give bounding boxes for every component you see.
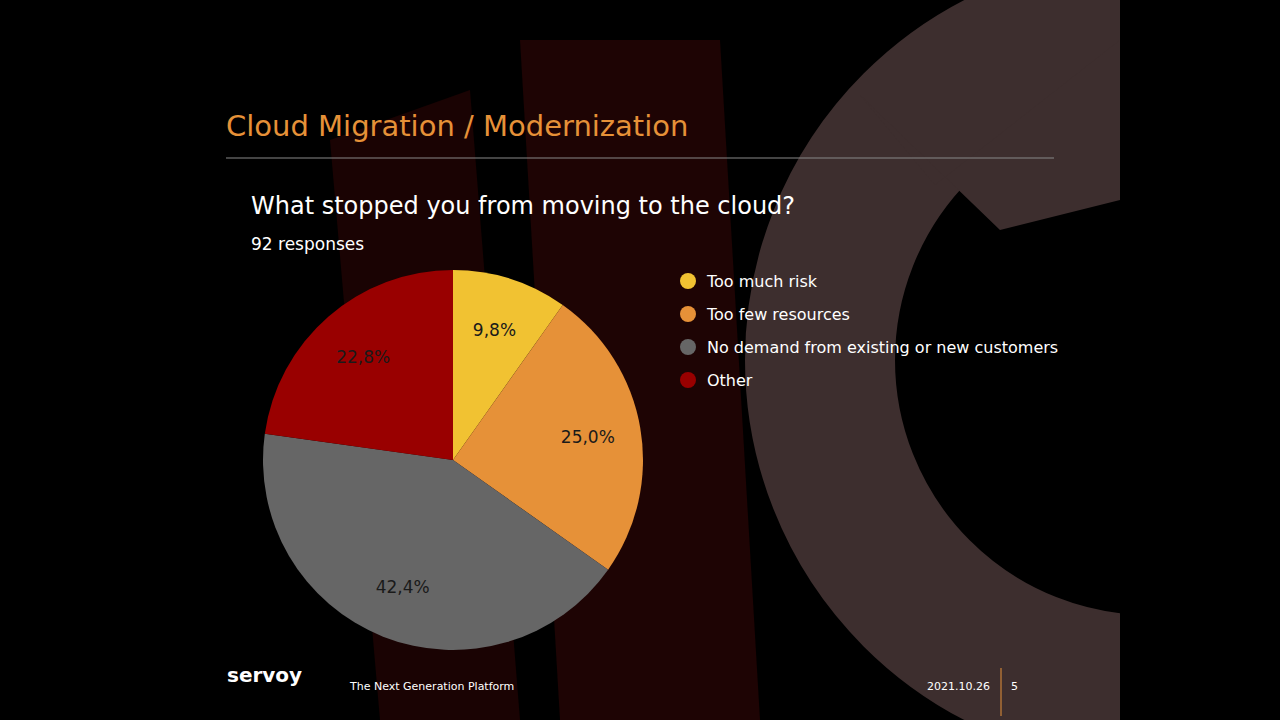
legend-item: No demand from existing or new customers — [680, 338, 1058, 357]
legend-item: Too few resources — [680, 305, 850, 324]
data-label: 22,8% — [336, 347, 390, 367]
deco-arc — [820, 30, 1120, 690]
pie-slice — [263, 434, 608, 650]
legend: Too much risk Too few resources No demand … — [680, 272, 1058, 390]
legend-swatch — [680, 372, 696, 388]
footer-logo: servoy — [227, 663, 302, 687]
data-label: 9,8% — [473, 320, 516, 340]
footer-divider — [1001, 668, 1002, 716]
footer-date: 2021.10.26 — [927, 680, 990, 693]
slide-heading: Cloud Migration / Modernization — [226, 109, 688, 143]
legend-label: No demand from existing or new customers — [707, 338, 1058, 357]
footer-tagline: The Next Generation Platform — [349, 680, 514, 693]
legend-item: Too much risk — [680, 272, 818, 291]
data-label: 25,0% — [561, 427, 615, 447]
data-label: 42,4% — [376, 577, 430, 597]
legend-label: Too few resources — [706, 305, 850, 324]
legend-item: Other — [680, 371, 753, 390]
legend-label: Too much risk — [706, 272, 818, 291]
pie — [263, 270, 643, 650]
chart-subtitle: 92 responses — [251, 234, 364, 254]
heading-rule — [226, 158, 1054, 159]
legend-swatch — [680, 273, 696, 289]
pie-slice — [265, 270, 453, 460]
chart-title: What stopped you from moving to the clou… — [251, 192, 795, 220]
legend-swatch — [680, 339, 696, 355]
legend-swatch — [680, 306, 696, 322]
data-labels: 9,8% 25,0% 42,4% 22,8% — [336, 320, 615, 598]
footer-page: 5 — [1011, 680, 1018, 693]
deco-shape — [860, 40, 1120, 230]
legend-label: Other — [707, 371, 753, 390]
slide-canvas: Cloud Migration / Modernization What stop… — [0, 0, 1280, 720]
